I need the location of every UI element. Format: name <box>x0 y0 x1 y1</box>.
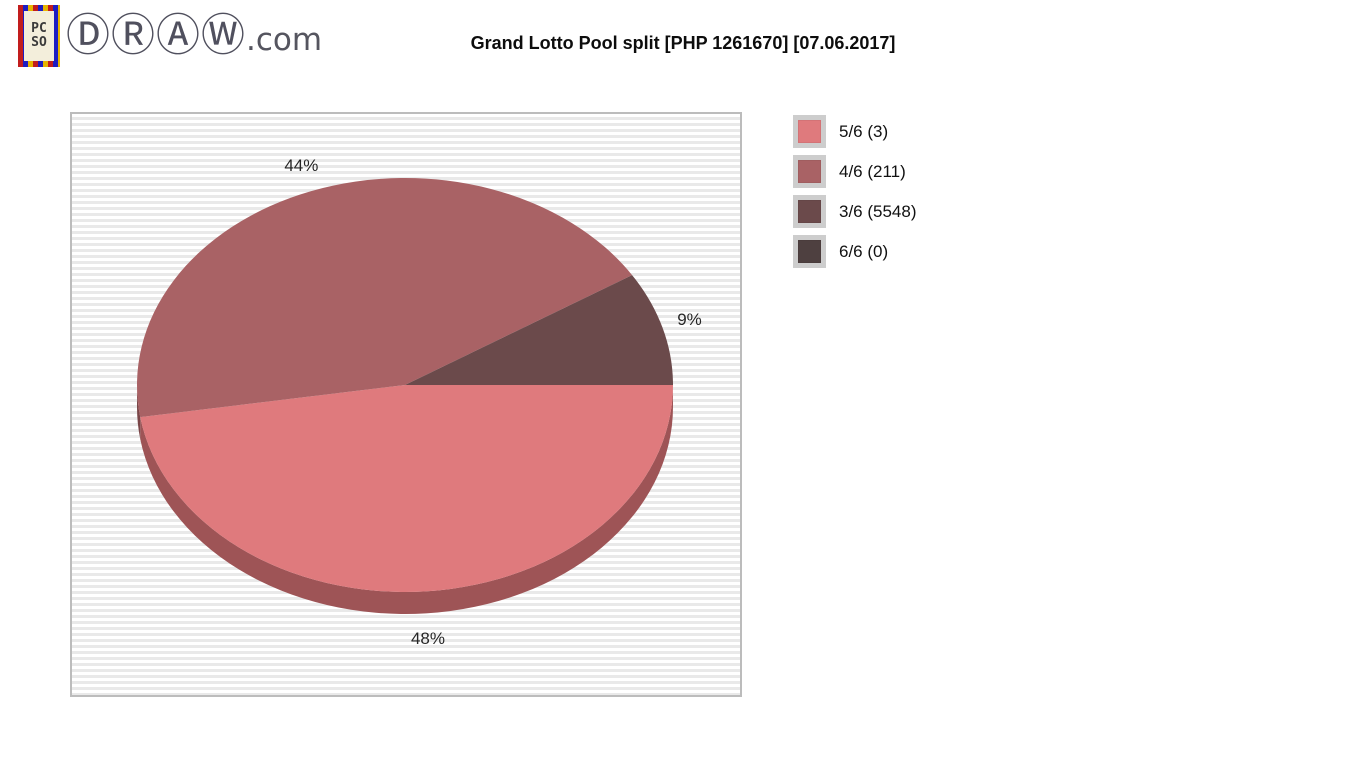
brand-circled-letters: ⒹⓇⒶⓌ <box>66 10 246 61</box>
chart-panel: 48% 44% 9% <box>70 112 742 697</box>
chart-legend: 5/6 (3) 4/6 (211) 3/6 (5548) 6/6 (0) <box>793 115 917 268</box>
legend-swatch <box>793 235 826 268</box>
pie-percent-label: 48% <box>411 629 445 648</box>
pie-slice <box>405 275 673 385</box>
pie-slice <box>140 385 674 592</box>
legend-swatch <box>793 115 826 148</box>
legend-label: 3/6 (5548) <box>839 201 917 221</box>
pie-slice <box>137 178 633 418</box>
legend-label: 4/6 (211) <box>839 161 906 181</box>
page-title: Grand Lotto Pool split [PHP 1261670] [07… <box>470 33 896 53</box>
legend-label: 6/6 (0) <box>839 241 889 261</box>
brand-suffix: .com <box>246 22 323 58</box>
pcso-stamp-text: PC SO <box>24 11 54 61</box>
brand-wordmark: ⒹⓇⒶⓌ .com <box>66 5 322 67</box>
legend-swatch <box>793 155 826 188</box>
legend-label: 5/6 (3) <box>839 121 889 141</box>
legend-item: 6/6 (0) <box>793 235 917 268</box>
legend-item: 4/6 (211) <box>793 155 917 188</box>
legend-item: 3/6 (5548) <box>793 195 917 228</box>
legend-item: 5/6 (3) <box>793 115 917 148</box>
site-logo[interactable]: PC SO ⒹⓇⒶⓌ .com <box>18 5 322 67</box>
stamp-line-top: PC <box>31 21 47 36</box>
pie-percent-label: 9% <box>677 310 702 329</box>
pie-chart: 48% 44% 9% <box>137 156 702 648</box>
pie-percent-label: 44% <box>284 156 318 175</box>
pcso-stamp-icon: PC SO <box>18 5 60 67</box>
pie-slice <box>137 385 141 440</box>
legend-swatch <box>793 195 826 228</box>
stamp-line-bottom: SO <box>31 35 47 50</box>
